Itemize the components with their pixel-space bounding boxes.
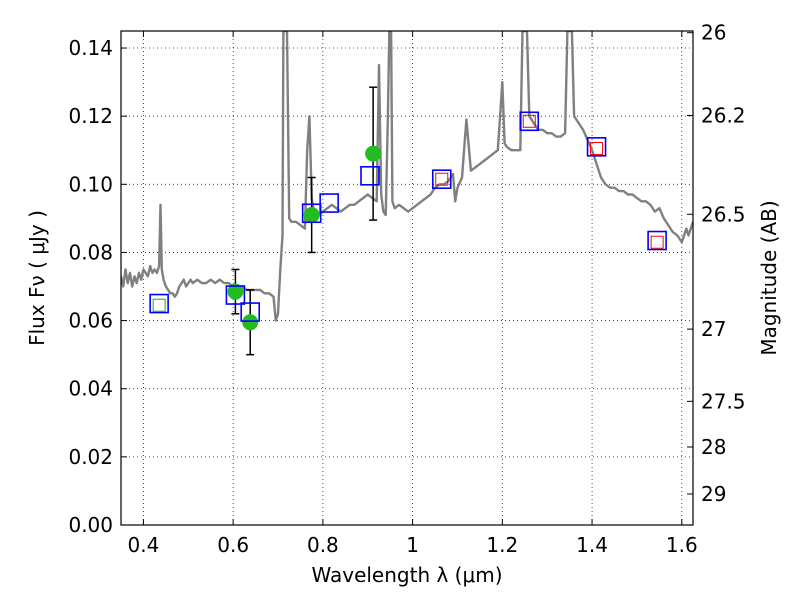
right-axis-label: Magnitude (AB) xyxy=(757,200,781,355)
right-tick-label: 27 xyxy=(701,317,726,341)
model-spectrum-line xyxy=(121,31,693,322)
x-tick-label: 1.2 xyxy=(486,533,518,557)
x-tick-label: 1.4 xyxy=(576,533,608,557)
inner-marker-square xyxy=(435,172,449,186)
right-tick-label: 26 xyxy=(701,21,726,45)
error-bars xyxy=(149,86,667,356)
right-tick-label: 26.2 xyxy=(701,103,746,127)
observed-point xyxy=(303,206,320,223)
model-photometry-square xyxy=(149,293,169,314)
right-tick-label: 26.5 xyxy=(701,202,746,226)
model-photometry-square xyxy=(431,169,452,189)
y-tick-label: 0.08 xyxy=(68,240,113,264)
grid xyxy=(121,31,693,526)
x-tick-label: 0.6 xyxy=(217,533,249,557)
model-photometry-square xyxy=(319,193,339,213)
inner-marker-square xyxy=(650,235,664,249)
y-tick-label: 0.12 xyxy=(68,104,113,128)
model-photometry-square xyxy=(360,165,380,186)
x-tick-label: 0.8 xyxy=(307,533,339,557)
x-axis-label: Wavelength λ (μm) xyxy=(311,563,502,587)
y-tick-label: 0.04 xyxy=(68,377,113,401)
inner-marker-square xyxy=(152,298,166,312)
model-photometry-square xyxy=(519,111,540,132)
model-photometry-square xyxy=(240,302,261,322)
plot-frame xyxy=(120,30,694,526)
y-tick-label: 0.06 xyxy=(68,309,113,333)
model-photometry-square xyxy=(225,285,246,305)
x-tick-label: 1 xyxy=(406,533,419,557)
observed-point xyxy=(365,145,382,162)
model-photometry-square xyxy=(647,230,667,251)
model-photometry-square xyxy=(301,203,322,224)
inner-marker-square xyxy=(590,142,604,156)
observed-point xyxy=(227,283,244,300)
x-tick-label: 0.4 xyxy=(128,533,160,557)
y-axis-label: Flux Fν ( μJy ) xyxy=(25,210,49,346)
right-tick-label: 29 xyxy=(701,482,726,506)
observed-point xyxy=(242,314,259,331)
y-tick-label: 0.14 xyxy=(68,36,113,60)
x-tick-label: 1.6 xyxy=(666,533,698,557)
y-tick-label: 0.10 xyxy=(68,172,113,196)
y-tick-label: 0.02 xyxy=(68,445,113,469)
model-photometry-square xyxy=(586,137,607,157)
right-tick-label: 28 xyxy=(701,435,726,459)
axis-ticks: 0.4 0.6 0.8 1 1.2 1.4 1.6 0.00 0.02 0.04 0.06 0.08 0… xyxy=(68,21,745,557)
right-tick-label: 27.5 xyxy=(701,389,746,413)
y-tick-label: 0.00 xyxy=(68,513,113,537)
plot-data xyxy=(121,31,693,322)
inner-marker-square xyxy=(522,114,536,128)
